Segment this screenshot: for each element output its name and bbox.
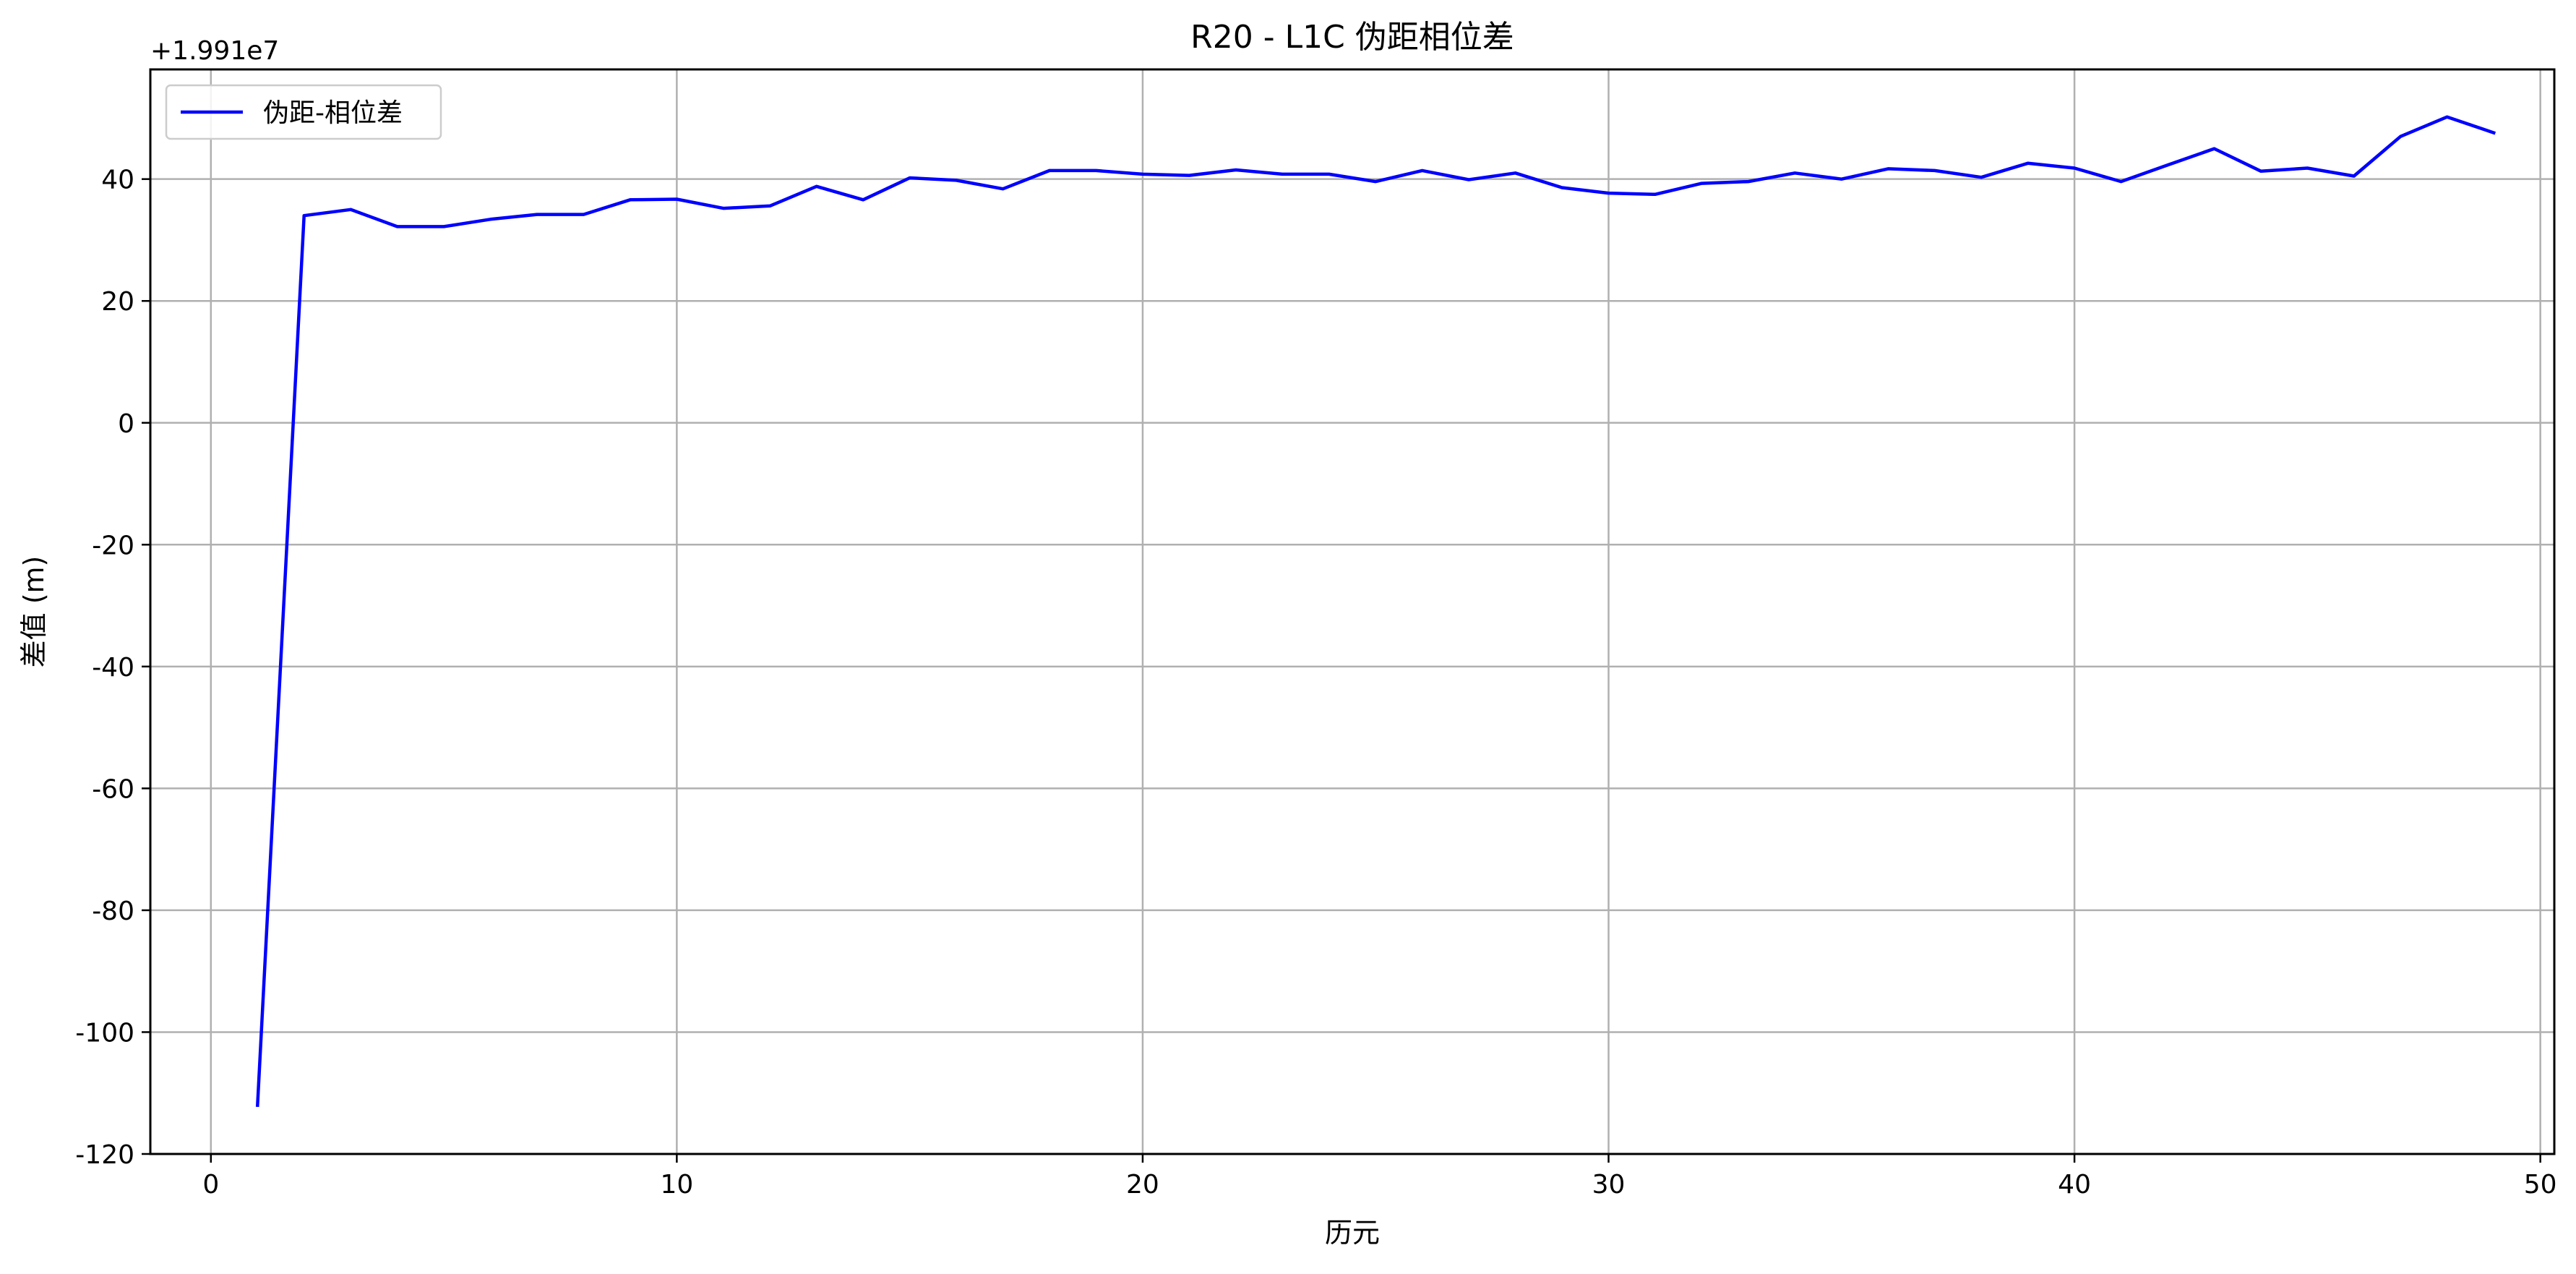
x-tick-label: 50 [2524, 1170, 2557, 1200]
x-tick-label: 40 [2058, 1170, 2091, 1200]
y-tick-label: 20 [101, 287, 134, 317]
legend-box [165, 84, 442, 140]
y-tick-label: -40 [92, 653, 134, 683]
chart-title: R20 - L1C 伪距相位差 [1190, 19, 1514, 56]
x-tick-label: 30 [1592, 1170, 1626, 1200]
legend: 伪距-相位差 [165, 84, 442, 140]
y-tick-label: -80 [92, 897, 134, 926]
plot-frame [149, 68, 2556, 1155]
y-tick-label: -120 [75, 1140, 134, 1170]
y-tick-label: 40 [101, 166, 134, 195]
axis-ticks: 0 10 20 30 40 50 40 20 0 -20 -40 -60 -80 -100 -120 [75, 166, 2556, 1200]
y-axis-offset-text: +1.991e7 [150, 36, 279, 66]
y-tick-label: -60 [92, 774, 134, 804]
y-axis-label: 差值 (m) [18, 556, 50, 668]
series-layer [255, 115, 2496, 1107]
y-tick-label: -20 [92, 531, 134, 560]
x-tick-label: 10 [660, 1170, 693, 1200]
x-tick-label: 20 [1126, 1170, 1159, 1200]
legend-entry: 伪距-相位差 [263, 98, 403, 128]
y-tick-label: -100 [75, 1018, 134, 1048]
x-axis-label: 历元 [1325, 1217, 1380, 1249]
y-tick-label: 0 [118, 409, 134, 439]
x-tick-label: 0 [202, 1170, 219, 1200]
series-line [255, 115, 2496, 1107]
grid-lines [150, 69, 2554, 1155]
